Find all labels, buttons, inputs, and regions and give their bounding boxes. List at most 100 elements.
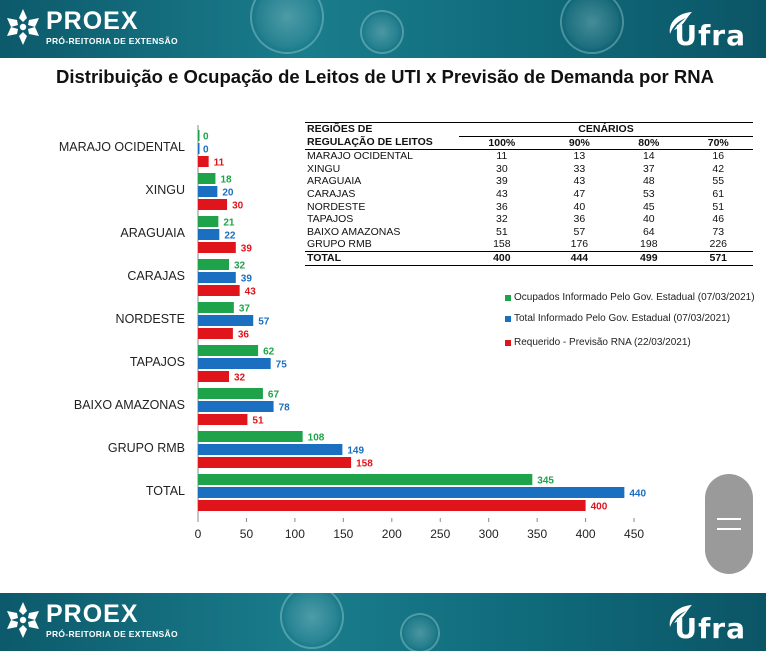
category-label: TAPAJOS — [130, 355, 185, 369]
table-row: ARAGUAIA 39 43 48 55 — [305, 175, 753, 188]
category-label: CARAJAS — [127, 269, 185, 283]
bar — [198, 345, 259, 356]
table-region-cell: NORDESTE — [307, 200, 366, 213]
brand-name: Ufra — [674, 612, 746, 645]
data-label: 400 — [591, 502, 608, 513]
legend-item-total: Total Informado Pelo Gov. Estadual (07/0… — [505, 313, 755, 325]
table-value-cell: 11 — [496, 150, 508, 163]
snowflake-icon — [7, 602, 39, 638]
bar — [198, 487, 625, 498]
floating-menu-button[interactable] — [705, 474, 753, 574]
bar — [198, 259, 230, 270]
virus-decoration — [280, 593, 344, 649]
ufra-logo: Ufra — [656, 10, 746, 52]
bar — [198, 401, 274, 412]
table-region-cell: TAPAJOS — [307, 213, 354, 226]
table-total-cell: 571 — [683, 250, 753, 266]
table-value-cell: 61 — [712, 187, 725, 200]
data-label: 57 — [258, 317, 270, 328]
table-row: NORDESTE 36 40 45 51 — [305, 201, 753, 214]
table-value-cell: 43 — [573, 175, 586, 188]
data-label: 43 — [245, 287, 257, 298]
table-region-cell: MARAJO OCIDENTAL — [307, 150, 413, 163]
legend-label: Ocupados Informado Pelo Gov. Estadual (0… — [514, 292, 755, 303]
data-label: 22 — [224, 231, 236, 242]
data-label: 32 — [234, 261, 246, 272]
x-tick-label: 450 — [624, 527, 644, 541]
legend-swatch — [505, 295, 511, 301]
legend-swatch — [505, 340, 511, 346]
bar — [198, 474, 533, 485]
x-tick-label: 400 — [576, 527, 596, 541]
x-tick-label: 350 — [527, 527, 547, 541]
table-total-cell: 444 — [544, 250, 615, 266]
bar — [198, 130, 200, 141]
bar — [198, 272, 236, 283]
bar — [198, 371, 230, 382]
table-row: MARAJO OCIDENTAL 11 13 14 16 — [305, 150, 753, 163]
table-value-cell: 16 — [712, 150, 725, 163]
table-col-header: 100% — [459, 136, 545, 151]
table-header-scenarios: CENÁRIOS — [459, 122, 753, 137]
virus-decoration — [560, 0, 624, 54]
table-value-cell: 226 — [709, 238, 728, 251]
table-value-cell: 45 — [642, 200, 655, 213]
table-row: BAIXO AMAZONAS 51 57 64 73 — [305, 226, 753, 239]
leaf-icon — [669, 12, 692, 34]
bar — [198, 302, 234, 313]
table-value-cell: 51 — [495, 225, 508, 238]
table-value-cell: 36 — [573, 213, 586, 226]
table-value-cell: 32 — [495, 213, 508, 226]
table-region-cell: GRUPO RMB — [307, 238, 372, 251]
bar — [198, 414, 248, 425]
table-total-row: TOTAL 400 444 499 571 — [305, 250, 753, 266]
x-tick-label: 0 — [195, 527, 202, 541]
org-name: PROEX — [46, 600, 139, 628]
org-name: PROEX — [46, 7, 139, 35]
legend-item-ocupados: Ocupados Informado Pelo Gov. Estadual (0… — [505, 292, 755, 304]
data-label: 67 — [268, 390, 280, 401]
legend-item-requerido: Requerido - Previsão RNA (22/03/2021) — [505, 337, 755, 349]
data-label: 440 — [629, 489, 646, 500]
x-tick-label: 50 — [240, 527, 254, 541]
data-label: 36 — [238, 330, 250, 341]
category-label: GRUPO RMB — [108, 441, 185, 455]
bar — [198, 328, 233, 339]
table-col-header: 90% — [544, 136, 615, 151]
chart-title: Distribuição e Ocupação de Leitos de UTI… — [56, 66, 714, 87]
data-label: 37 — [239, 304, 251, 315]
table-value-cell: 33 — [573, 162, 586, 175]
bar — [198, 199, 228, 210]
data-label: 20 — [222, 188, 234, 199]
bar — [198, 173, 216, 184]
bar-chart: MARAJO OCIDENTAL 0 0 11 XINGU 18 20 30 ARAGUAIA 2… — [59, 125, 646, 541]
legend-label: Total Informado Pelo Gov. Estadual (07/0… — [514, 313, 731, 324]
menu-line-icon — [717, 528, 741, 530]
table-value-cell: 37 — [642, 162, 655, 175]
bar — [198, 500, 586, 511]
table-value-cell: 42 — [712, 162, 725, 175]
legend-label: Requerido - Previsão RNA (22/03/2021) — [514, 337, 691, 348]
x-tick-label: 200 — [382, 527, 402, 541]
proex-logo: PROEX PRÓ-REITORIA DE EXTENSÃO — [6, 8, 178, 46]
data-label: 75 — [276, 360, 288, 371]
data-label: 21 — [223, 218, 235, 229]
table-value-cell: 40 — [573, 200, 586, 213]
table-header-regions-2: REGULAÇÃO DE LEITOS — [305, 136, 459, 151]
data-label: 39 — [241, 244, 253, 255]
proex-logo-footer: PROEX PRÓ-REITORIA DE EXTENSÃO — [6, 601, 178, 639]
data-label: 51 — [252, 416, 264, 427]
x-tick-label: 250 — [430, 527, 450, 541]
table-value-cell: 198 — [640, 238, 658, 251]
table-value-cell: 64 — [642, 225, 655, 238]
table-row: GRUPO RMB 158 176 198 226 — [305, 238, 753, 251]
table-value-cell: 40 — [642, 213, 655, 226]
data-label: 149 — [347, 446, 364, 457]
org-subtitle: PRÓ-REITORIA DE EXTENSÃO — [46, 36, 178, 46]
bar — [198, 358, 271, 369]
table-value-cell: 47 — [573, 187, 586, 200]
category-label: MARAJO OCIDENTAL — [59, 140, 185, 154]
bar — [198, 242, 236, 253]
data-label: 62 — [263, 347, 275, 358]
table-value-cell: 39 — [495, 175, 508, 188]
